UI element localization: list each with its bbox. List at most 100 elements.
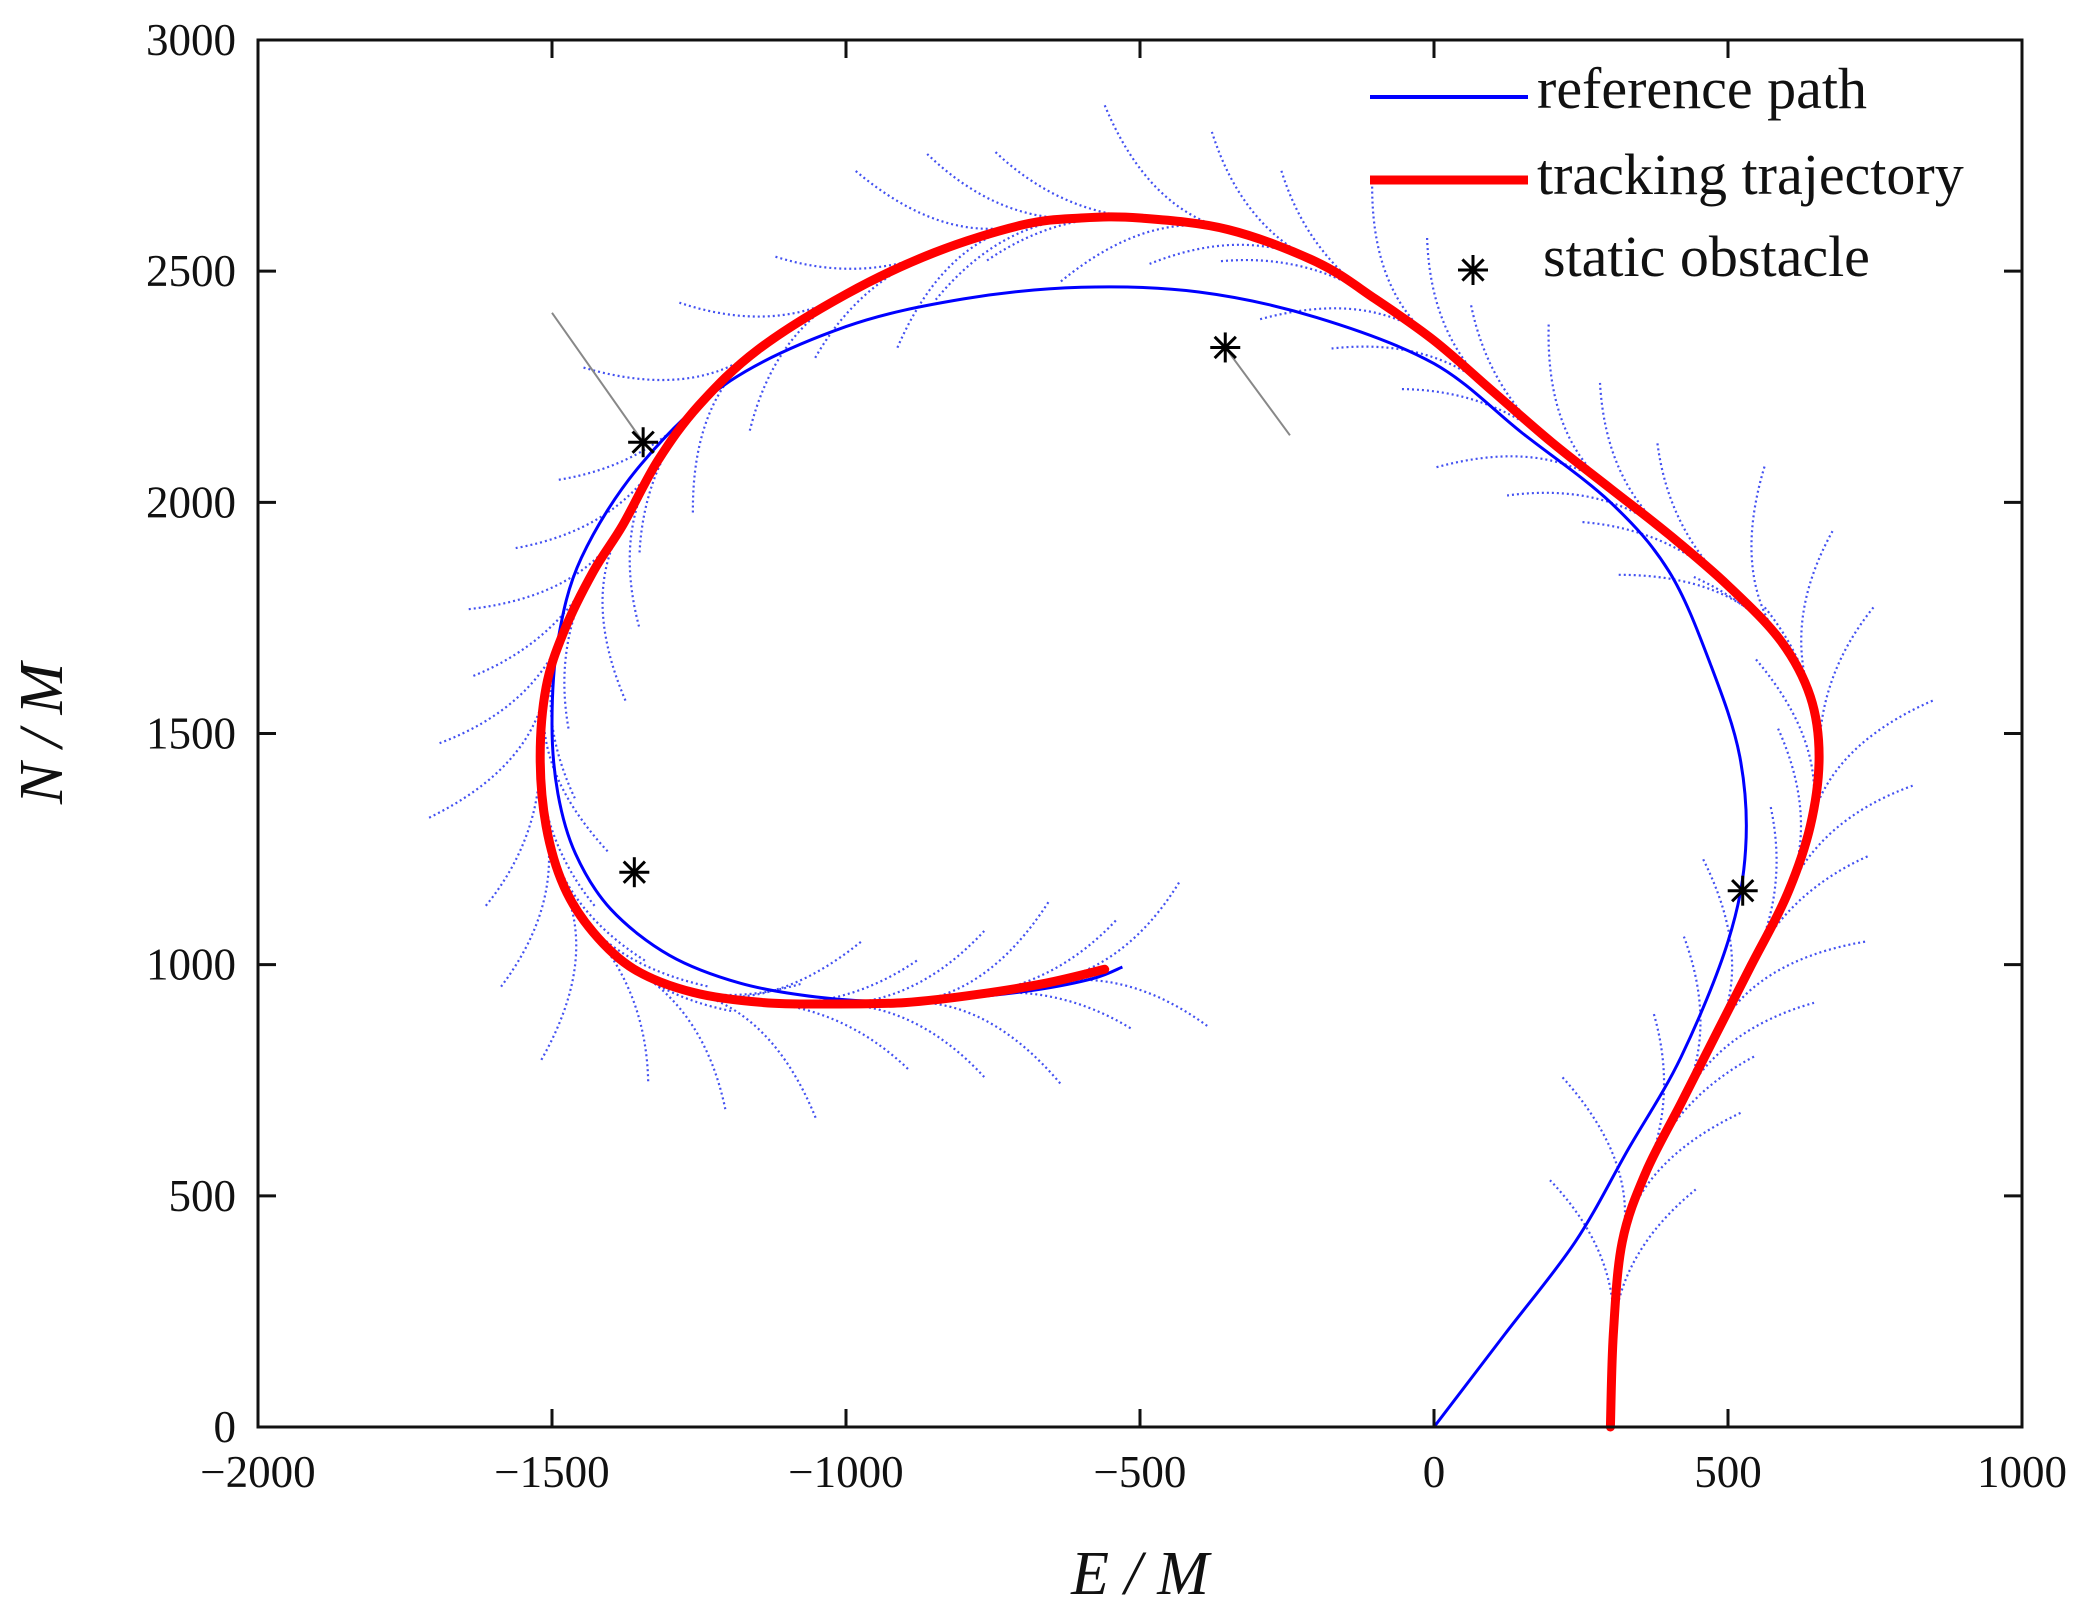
x-tick-label-3: −500 bbox=[1094, 1447, 1187, 1497]
y-tick-label-2: 1000 bbox=[146, 940, 236, 990]
predicted-trajectory-33-1 bbox=[484, 756, 542, 908]
predicted-trajectory-34-0 bbox=[545, 825, 646, 962]
static-obstacle-0 bbox=[628, 427, 659, 458]
static-obstacle-3-stroke-3 bbox=[1731, 879, 1755, 903]
predicted-trajectory-39-1 bbox=[763, 1001, 910, 1071]
predicted-trajectory-5-0 bbox=[1702, 858, 1734, 1035]
predicted-trajectory-4-0 bbox=[1680, 936, 1702, 1104]
predicted-trajectory-30-0 bbox=[563, 571, 595, 730]
y-tick-label-0: 0 bbox=[214, 1402, 237, 1452]
obstacle-ray-1 bbox=[1224, 346, 1291, 436]
predicted-trajectory-10-0 bbox=[1693, 575, 1812, 697]
predicted-trajectory-4-1 bbox=[1680, 1001, 1815, 1104]
predicted-trajectory-39-0 bbox=[763, 959, 919, 1005]
x-tick-label-1: −1500 bbox=[494, 1447, 609, 1497]
y-tick-label-5: 2500 bbox=[146, 246, 236, 296]
predicted-trajectory-22-0 bbox=[934, 216, 1082, 301]
predicted-trajectory-23-0 bbox=[896, 223, 1023, 349]
static-obstacle-2-stroke-3 bbox=[622, 860, 646, 884]
predicted-trajectory-41-1 bbox=[904, 1001, 1062, 1085]
legend-tracking-label: tracking trajectory bbox=[1537, 142, 1964, 207]
predicted-trajectory-26-0 bbox=[691, 348, 759, 513]
predicted-trajectory-32-1 bbox=[428, 687, 548, 819]
predicted-trajectory-3-1 bbox=[1644, 1055, 1756, 1174]
predicted-trajectory-1-1 bbox=[1612, 1188, 1697, 1335]
predicted-trajectory-28-0 bbox=[628, 460, 659, 627]
predicted-trajectory-5-1 bbox=[1715, 940, 1866, 1035]
predicted-trajectory-27-1 bbox=[557, 404, 700, 481]
predicted-trajectory-15-0 bbox=[1400, 388, 1553, 444]
predicted-trajectory-10-1 bbox=[1800, 530, 1834, 697]
predicted-trajectory-3-0 bbox=[1644, 1012, 1666, 1174]
predicted-trajectory-8-0 bbox=[1754, 658, 1816, 827]
legend-reference-label: reference path bbox=[1537, 56, 1867, 121]
static-obstacle-0-stroke-3 bbox=[631, 430, 655, 454]
predicted-trajectory-7-1 bbox=[1785, 784, 1913, 896]
predicted-trajectory-11-0 bbox=[1618, 573, 1782, 642]
predicted-trajectory-29-1 bbox=[468, 524, 624, 611]
obstacle-ray-0 bbox=[551, 312, 644, 443]
predicted-trajectory-35-1 bbox=[540, 885, 578, 1061]
predicted-trajectory-25-0 bbox=[748, 293, 847, 431]
y-tick-label-4: 2000 bbox=[146, 477, 236, 527]
tracking-trajectory-line bbox=[535, 212, 1824, 1432]
predicted-trajectory-19-0 bbox=[1149, 243, 1317, 265]
predicted-trajectory-38-1 bbox=[692, 991, 817, 1119]
predicted-trajectory-14-1 bbox=[1547, 324, 1612, 490]
x-tick-label-0: −2000 bbox=[200, 1447, 315, 1497]
predicted-trajectory-8-1 bbox=[1809, 699, 1934, 827]
predicted-trajectory-13-0 bbox=[1506, 491, 1670, 536]
static-obstacle-1 bbox=[1210, 332, 1241, 363]
predicted-trajectory-41-0 bbox=[904, 901, 1050, 1004]
predicted-trajectory-12-1 bbox=[1656, 442, 1729, 587]
predicted-trajectory-21-0 bbox=[985, 216, 1141, 263]
predicted-trajectory-43-1 bbox=[1045, 978, 1208, 1027]
predicted-trajectory-42-1 bbox=[975, 991, 1133, 1030]
predicted-trajectory-2-1 bbox=[1621, 1111, 1742, 1243]
predicted-trajectory-40-0 bbox=[834, 930, 986, 1006]
predicted-trajectory-21-1 bbox=[994, 150, 1141, 220]
predicted-trajectory-11-1 bbox=[1750, 465, 1782, 642]
predicted-trajectory-15-1 bbox=[1469, 304, 1553, 444]
y-tick-label-6: 3000 bbox=[146, 15, 236, 65]
static-obstacles bbox=[619, 332, 1758, 906]
predicted-trajectory-33-0 bbox=[539, 756, 597, 908]
legend-obstacle-marker-icon bbox=[1458, 255, 1488, 285]
predicted-trajectory-20-1 bbox=[1103, 104, 1229, 231]
predicted-trajectory-22-1 bbox=[926, 153, 1082, 220]
predicted-trajectory-40-1 bbox=[834, 1002, 986, 1078]
predicted-trajectory-35-0 bbox=[562, 885, 708, 988]
predicted-trajectory-26-1 bbox=[582, 348, 759, 382]
obstacle-rays bbox=[551, 312, 1291, 443]
predicted-trajectory-24-1 bbox=[774, 251, 935, 270]
x-axis-label: E / M bbox=[1070, 1540, 1212, 1608]
predicted-trajectory-17-0 bbox=[1259, 307, 1435, 342]
predicted-trajectory-38-0 bbox=[692, 940, 862, 999]
axis-ticks: −2000 −1500 −1000 −500 0 500 1000 0 500 1000 1500 2… bbox=[146, 15, 2067, 1497]
series-lines bbox=[535, 212, 1824, 1432]
predicted-trajectory-2-0 bbox=[1561, 1076, 1627, 1243]
predicted-trajectory-37-1 bbox=[633, 968, 727, 1110]
y-tick-label-3: 1500 bbox=[146, 709, 236, 759]
predicted-trajectory-27-0 bbox=[638, 404, 700, 554]
predicted-trajectory-fan bbox=[428, 104, 1934, 1335]
y-tick-label-1: 500 bbox=[169, 1171, 237, 1221]
static-obstacle-2 bbox=[619, 857, 650, 888]
predicted-trajectory-31-1 bbox=[439, 631, 565, 745]
legend-obstacle-asterisk-stroke-3 bbox=[1461, 258, 1485, 282]
predicted-trajectory-25-1 bbox=[679, 293, 847, 318]
predicted-trajectory-14-0 bbox=[1435, 455, 1612, 490]
predicted-trajectory-1-0 bbox=[1549, 1179, 1615, 1335]
predicted-trajectory-19-1 bbox=[1210, 131, 1317, 263]
legend: reference path tracking trajectory stati… bbox=[1370, 56, 1964, 289]
predicted-trajectory-30-1 bbox=[471, 571, 595, 678]
predicted-trajectory-18-0 bbox=[1219, 258, 1376, 300]
predicted-trajectory-36-1 bbox=[592, 931, 650, 1083]
static-obstacle-1-stroke-3 bbox=[1213, 335, 1237, 360]
predicted-trajectory-42-0 bbox=[975, 919, 1118, 996]
predicted-trajectory-23-1 bbox=[854, 169, 1023, 230]
predicted-trajectory-17-1 bbox=[1371, 176, 1435, 342]
reference-path-line bbox=[550, 285, 1748, 1428]
predicted-trajectory-34-1 bbox=[500, 825, 551, 988]
predicted-trajectory-29-0 bbox=[601, 524, 627, 702]
